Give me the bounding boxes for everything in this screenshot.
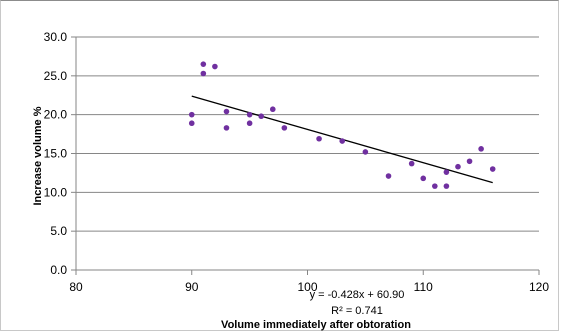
data-point-0 xyxy=(188,111,195,118)
y-tick-label-0: 0.0 xyxy=(50,263,67,277)
trendline-equation: y = -0.428x + 60.90 xyxy=(310,289,405,301)
data-point-22 xyxy=(466,158,473,165)
tick-labels: 0.0 5.0 10.0 15.0 20.0 25.0 30.0 80 90 100 110 120 xyxy=(44,30,550,294)
y-tick-label-4: 20.0 xyxy=(44,108,68,122)
data-point-5 xyxy=(223,108,230,115)
data-point-23 xyxy=(478,146,484,152)
y-axis-title: Increase volume % xyxy=(32,106,44,205)
data-point-4 xyxy=(212,63,218,70)
y-tick-label-6: 30.0 xyxy=(44,30,68,44)
data-point-6 xyxy=(223,125,230,131)
x-tick-label-2: 100 xyxy=(297,280,317,294)
axes xyxy=(71,36,540,275)
y-tick-label-5: 25.0 xyxy=(44,69,68,83)
data-point-16 xyxy=(408,160,415,167)
data-point-9 xyxy=(258,113,265,120)
x-axis-title: Volume immediately after obtoration xyxy=(221,319,411,331)
data-point-14 xyxy=(362,149,369,155)
data-point-2 xyxy=(200,61,207,67)
trendline-r-squared: R² = 0.741 xyxy=(331,305,383,317)
x-tick-label-1: 90 xyxy=(185,280,199,294)
x-tick-label-0: 80 xyxy=(69,280,83,294)
data-point-1 xyxy=(188,120,195,127)
data-point-13 xyxy=(339,138,346,144)
y-tick-label-3: 15.0 xyxy=(44,147,68,161)
x-tick-label-4: 120 xyxy=(529,280,549,294)
y-tick-label-1: 5.0 xyxy=(50,224,67,238)
data-points xyxy=(188,61,496,189)
data-point-19 xyxy=(443,169,450,175)
data-point-10 xyxy=(269,106,276,113)
data-point-12 xyxy=(316,135,322,142)
y-tick-label-2: 10.0 xyxy=(44,185,68,199)
data-point-8 xyxy=(246,120,253,127)
data-point-18 xyxy=(432,183,438,189)
data-point-11 xyxy=(281,125,288,131)
data-point-24 xyxy=(489,166,496,172)
data-point-3 xyxy=(200,70,207,77)
data-point-7 xyxy=(246,111,253,118)
x-tick-label-3: 110 xyxy=(414,280,433,294)
data-point-15 xyxy=(385,173,392,179)
data-point-17 xyxy=(420,175,427,182)
data-point-20 xyxy=(443,183,450,189)
gridlines xyxy=(76,36,539,232)
data-point-21 xyxy=(455,163,461,170)
